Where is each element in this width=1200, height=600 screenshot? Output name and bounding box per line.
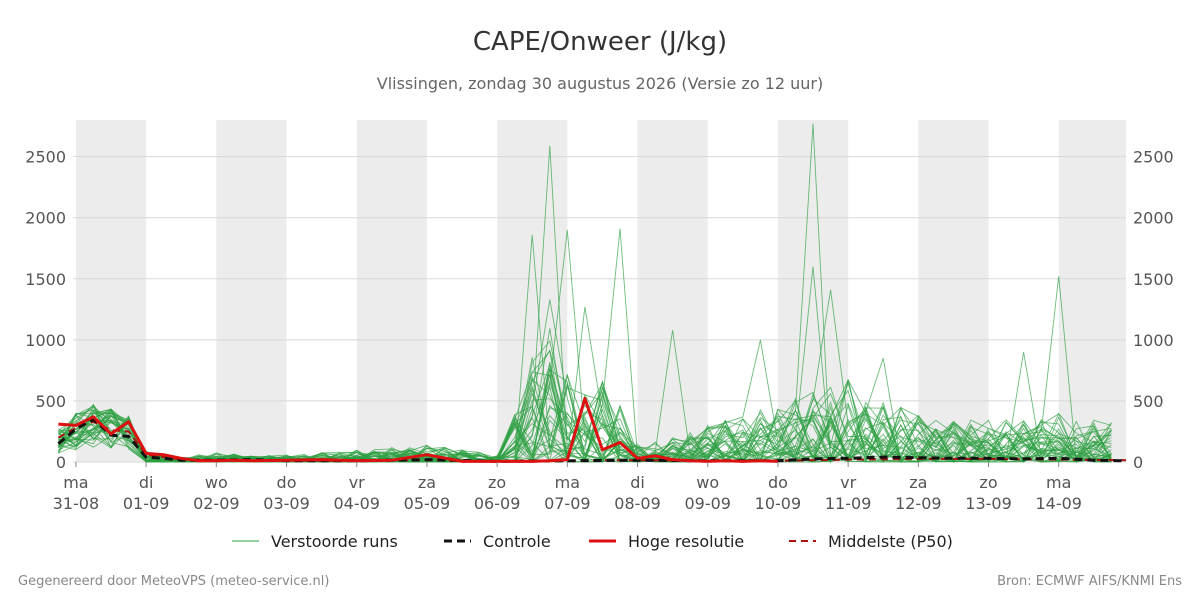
x-tick-day: wo [205,473,228,492]
y-tick-label-left: 2500 [25,148,66,167]
day-band [637,120,708,462]
x-tick-date: 10-09 [755,494,802,513]
x-tick-day: di [630,473,645,492]
highlight-lines [57,397,1127,463]
x-tick-date: 03-09 [263,494,310,513]
day-band [1058,120,1126,462]
x-tick-day: vr [840,473,856,492]
x-tick-date: 04-09 [333,494,380,513]
y-tick-label-left: 0 [56,453,66,472]
ensemble-member-line [58,369,1112,463]
y-tick-label-left: 2000 [25,209,66,228]
legend-label-hires: Hoge resolutie [628,532,744,551]
y-tick-label-right: 1000 [1133,331,1174,350]
x-tick-day: ma [63,473,88,492]
x-tick-day: wo [696,473,719,492]
y-tick-label-right: 2500 [1133,148,1174,167]
x-tick-date: 06-09 [474,494,521,513]
ensemble-member-line [58,387,1112,463]
x-tick-day: do [768,473,788,492]
y-tick-label-right: 1500 [1133,270,1174,289]
y-tick-label-left: 500 [35,392,66,411]
x-tick-date: 31-08 [53,494,100,513]
y-tick-label-left: 1000 [25,331,66,350]
x-tick-date: 14-09 [1035,494,1082,513]
x-tick-date: 13-09 [965,494,1012,513]
legend-label-p50: Middelste (P50) [828,532,953,551]
x-tick-date: 07-09 [544,494,591,513]
day-band [356,120,427,462]
x-tick-date: 12-09 [895,494,942,513]
chart-subtitle: Vlissingen, zondag 30 augustus 2026 (Ver… [377,74,824,93]
y-tick-label-right: 0 [1133,453,1143,472]
legend-label-members: Verstoorde runs [271,532,398,551]
x-tick-day: zo [979,473,997,492]
y-axis-ticks: 0 0 500 500 1000 1000 1500 1500 2000 2000 2500 2500 [25,148,1173,472]
day-band [918,120,989,462]
day-band [216,120,287,462]
x-tick-day: zo [488,473,506,492]
x-tick-day: di [139,473,154,492]
legend: Verstoorde runs Controle Hoge resolutie Mid… [232,532,953,551]
footer-source: Bron: ECMWF AIFS/KNMI Ens [997,574,1182,589]
day-bands [75,120,1126,462]
x-tick-date: 01-09 [123,494,170,513]
day-band [75,120,147,462]
x-tick-day: vr [349,473,365,492]
x-tick-date: 11-09 [825,494,872,513]
y-tick-label-right: 2000 [1133,209,1174,228]
x-axis-ticks: ma 31-08 di 01-09 wo 02-09 do 03-09 vr 04-09 za 05-… [53,462,1082,513]
x-tick-date: 02-09 [193,494,240,513]
legend-label-control: Controle [483,532,551,551]
x-tick-day: za [909,473,927,492]
x-tick-day: za [418,473,436,492]
x-tick-day: ma [555,473,580,492]
y-tick-label-left: 1500 [25,270,66,289]
ensemble-member-line [58,393,1112,463]
hires-line [58,397,778,463]
footer-generated: Gegenereerd door MeteoVPS (meteo-service… [18,574,329,589]
y-tick-label-right: 500 [1133,392,1164,411]
x-tick-day: ma [1046,473,1071,492]
x-tick-day: do [277,473,297,492]
x-tick-date: 05-09 [404,494,451,513]
chart-title: CAPE/Onweer (J/kg) [473,27,727,57]
x-tick-date: 09-09 [684,494,731,513]
x-tick-date: 08-09 [614,494,661,513]
